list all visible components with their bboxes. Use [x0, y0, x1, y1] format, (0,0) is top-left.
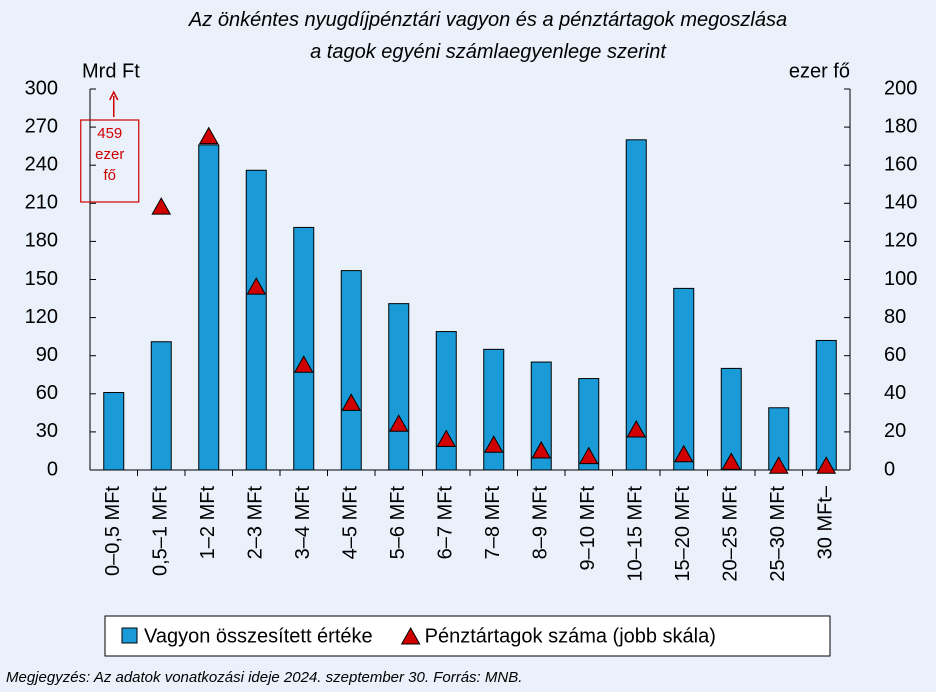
y2-tick-label: 0: [884, 458, 895, 480]
y2-tick-label: 120: [884, 230, 917, 252]
x-tick-label: 3–4 MFt: [292, 486, 314, 560]
marker: [293, 355, 314, 373]
marker: [436, 429, 457, 448]
x-tick-label: 10–15 MFt: [625, 486, 647, 582]
y-tick-label: 240: [25, 153, 58, 175]
x-tick-label: 0–0,5 MFt: [102, 486, 124, 576]
marker: [483, 435, 504, 453]
annotation-box: [80, 119, 140, 203]
legend-marker: [400, 626, 421, 645]
bar: [388, 303, 410, 471]
y-tick-label: 270: [25, 115, 58, 137]
bar: [198, 144, 220, 471]
marker: [388, 414, 409, 432]
annotation-label: 459 ezer fő: [95, 125, 124, 184]
legend-box: [104, 615, 831, 657]
x-tick-label: 2–3 MFt: [245, 486, 267, 560]
x-tick-label: 8–9 MFt: [530, 486, 552, 560]
bar: [245, 169, 267, 471]
y-axis-label: Mrd Ft: [82, 60, 140, 82]
marker: [626, 419, 647, 438]
legend-label: Pénztártagok száma (jobb skála): [425, 625, 716, 647]
marker: [341, 393, 362, 411]
x-tick-label: 0,5–1 MFt: [150, 486, 172, 576]
x-tick-label: 6–7 MFt: [435, 486, 457, 560]
y-tick-label: 210: [25, 192, 58, 214]
y-tick-label: 90: [36, 344, 58, 366]
bar: [150, 341, 172, 471]
legend-label: Vagyon összesített értéke: [144, 625, 373, 647]
marker: [198, 126, 219, 145]
legend-swatch: [121, 627, 138, 644]
y2-tick-label: 40: [884, 382, 906, 404]
marker: [768, 456, 789, 474]
x-tick-label: 4–5 MFt: [340, 486, 362, 560]
bar: [720, 367, 742, 471]
y-tick-label: 30: [36, 420, 58, 442]
bar: [435, 331, 457, 471]
y2-tick-label: 180: [884, 115, 917, 137]
bar: [340, 270, 362, 471]
y-tick-label: 150: [25, 268, 58, 290]
marker: [721, 452, 742, 470]
y2-tick-label: 100: [884, 268, 917, 290]
marker: [151, 197, 172, 215]
x-tick-label: 25–30 MFt: [767, 486, 789, 582]
x-tick-label: 1–2 MFt: [197, 486, 219, 560]
chart-title: Az önkéntes nyugdíjpénztári vagyon és a …: [188, 9, 787, 63]
y-tick-label: 300: [25, 77, 58, 99]
marker: [578, 446, 599, 465]
bar: [578, 378, 600, 471]
bar: [103, 392, 125, 471]
marker: [816, 456, 837, 474]
x-tick-label: 20–25 MFt: [720, 486, 742, 582]
y-tick-label: 0: [47, 458, 58, 480]
bar: [483, 348, 505, 471]
y2-tick-label: 160: [884, 153, 917, 175]
y2-tick-label: 20: [884, 420, 906, 442]
y-tick-label: 180: [25, 230, 58, 252]
bar: [625, 139, 647, 471]
note: Megjegyzés: Az adatok vonatkozási ideje …: [6, 669, 522, 686]
bar: [673, 287, 695, 471]
y-tick-label: 60: [36, 382, 58, 404]
bar: [293, 226, 315, 471]
y2-tick-label: 80: [884, 306, 906, 328]
x-tick-label: 5–6 MFt: [387, 486, 409, 560]
x-tick-label: 7–8 MFt: [482, 486, 504, 560]
marker: [673, 444, 694, 463]
y2-tick-label: 140: [884, 192, 917, 214]
x-tick-label: 15–20 MFt: [672, 486, 694, 582]
x-tick-label: 9–10 MFt: [577, 486, 599, 571]
off-scale-arrow: [109, 90, 119, 117]
bar: [815, 339, 837, 471]
y2-axis-label: ezer fő: [789, 60, 850, 82]
y2-tick-label: 200: [884, 77, 917, 99]
bar: [530, 361, 552, 471]
y-tick-label: 120: [25, 306, 58, 328]
x-tick-label: 30 MFt–: [815, 485, 837, 559]
marker: [531, 440, 552, 459]
y2-tick-label: 60: [884, 344, 906, 366]
marker: [246, 277, 267, 295]
